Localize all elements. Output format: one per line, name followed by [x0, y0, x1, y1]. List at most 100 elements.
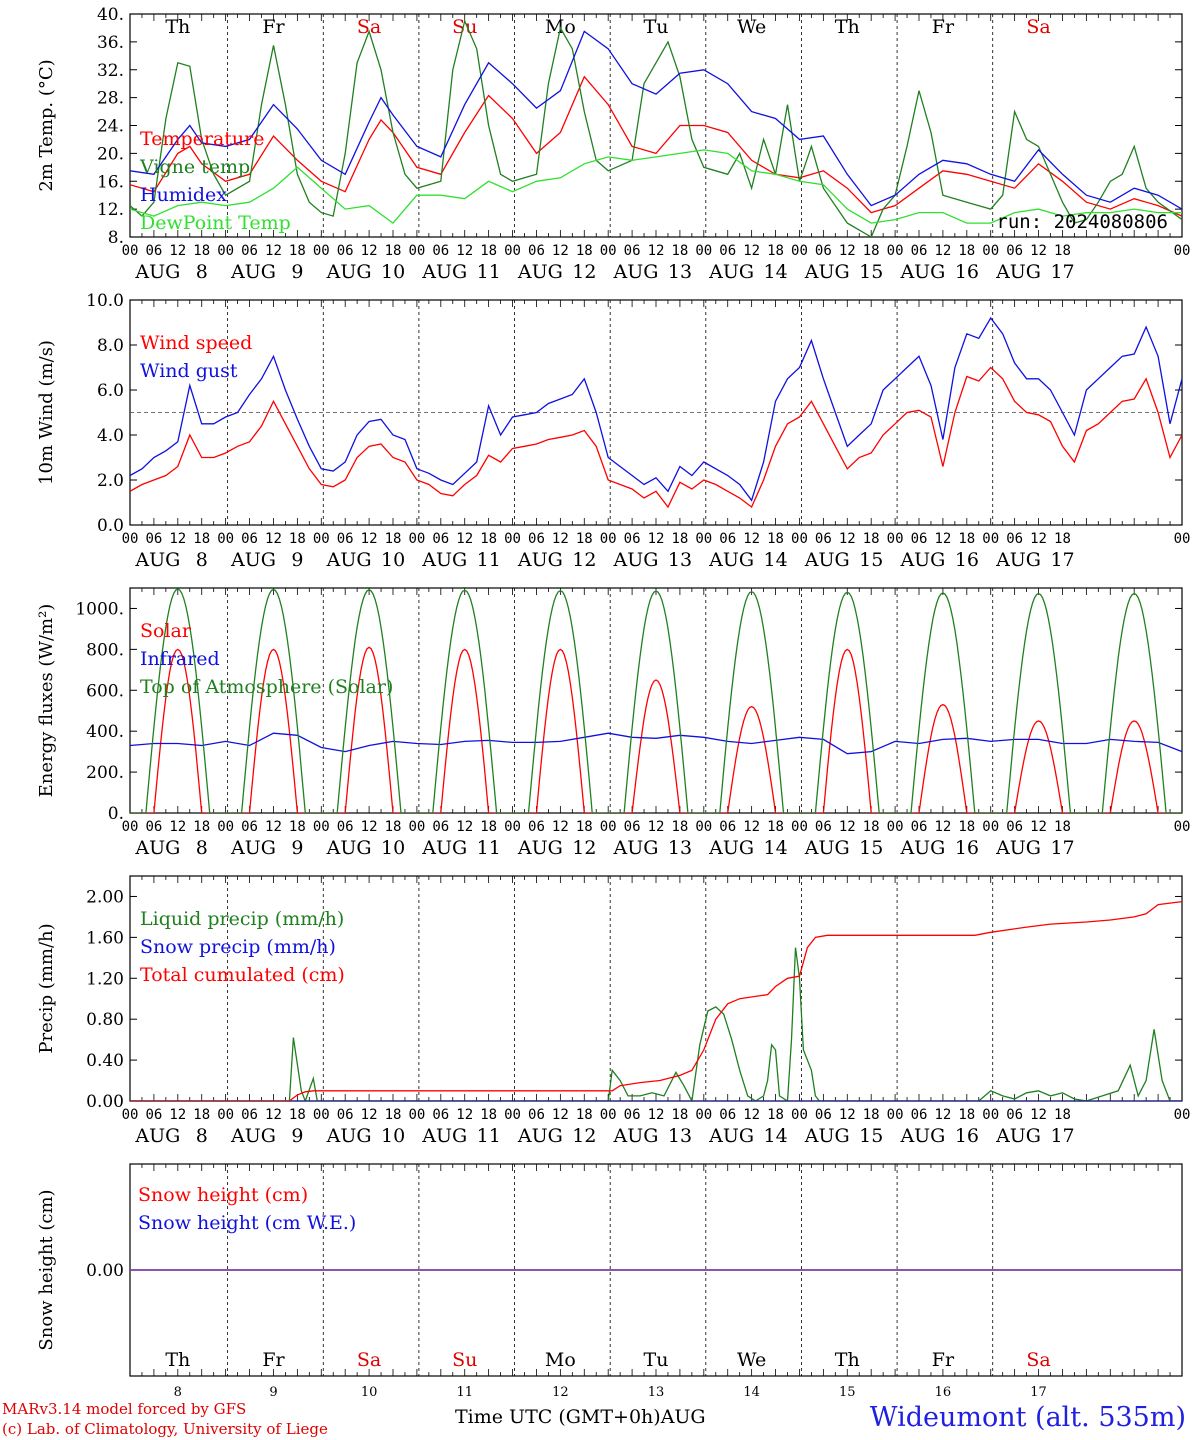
x-date-label: 10: [361, 1385, 378, 1400]
x-hour-label: 06: [432, 1107, 449, 1123]
x-hour-label: 18: [1054, 1107, 1071, 1123]
y-axis-label: Snow height (cm): [36, 1189, 57, 1350]
x-date-label: 14: [764, 1125, 788, 1147]
x-date-label: AUG: [421, 549, 467, 571]
x-date-label: 13: [668, 549, 692, 571]
x-hour-label: 06: [911, 531, 928, 547]
x-hour-label: 12: [743, 819, 760, 835]
legend-entry: Solar: [140, 620, 192, 642]
y-tick-label: 800.: [86, 640, 124, 660]
x-hour-label: 00: [1174, 1107, 1191, 1123]
x-date-label: 12: [572, 837, 596, 859]
x-hour-label: 18: [671, 1107, 688, 1123]
legend-entry: Snow height (cm): [138, 1184, 308, 1206]
series-line-total-cumulated-cm: [130, 900, 1182, 1101]
weekday-label: Fr: [932, 1349, 955, 1371]
x-hour-label: 00: [982, 819, 999, 835]
x-date-label: AUG: [421, 837, 467, 859]
y-tick-label: 12.: [97, 200, 124, 220]
x-date-label: 15: [839, 1385, 856, 1400]
x-date-label: AUG: [230, 261, 276, 283]
plot-area: [130, 316, 1182, 509]
x-date-label: 17: [1050, 837, 1074, 859]
x-date-label: 9: [291, 1125, 303, 1147]
x-date-label: 10: [381, 837, 405, 859]
x-date-label: AUG: [326, 837, 372, 859]
y-tick-label: 1.20: [86, 969, 124, 989]
y-tick-label: 0.0: [97, 516, 124, 536]
x-date-label: AUG: [995, 549, 1041, 571]
y-tick-label: 32.: [97, 61, 124, 81]
x-hour-label: 18: [385, 1107, 402, 1123]
y-tick-label: 28.: [97, 89, 124, 109]
x-hour-label: 18: [480, 819, 497, 835]
x-date-label: 10: [381, 549, 405, 571]
x-hour-label: 00: [408, 531, 425, 547]
plot-frame: [129, 13, 1183, 238]
x-date-label: 15: [859, 261, 883, 283]
weekday-label: Su: [452, 1349, 477, 1371]
series-line-wind-speed: [130, 366, 1182, 509]
x-hour-label: 12: [361, 531, 378, 547]
x-hour-label: 06: [337, 819, 354, 835]
x-date-label: AUG: [517, 1125, 563, 1147]
x-hour-label: 12: [456, 819, 473, 835]
weekday-label: Tu: [644, 16, 669, 38]
x-hour-label: 00: [1174, 531, 1191, 547]
x-date-label: 13: [668, 837, 692, 859]
x-hour-label: 00: [695, 819, 712, 835]
x-hour-label: 06: [145, 531, 162, 547]
x-hour-label: 00: [791, 531, 808, 547]
x-hour-label: 06: [815, 1107, 832, 1123]
x-hour-label: 12: [648, 819, 665, 835]
x-hour-label: 00: [695, 531, 712, 547]
x-hour-label: 00: [313, 819, 330, 835]
plot-area: [130, 588, 1182, 813]
x-date-label: AUG: [708, 1125, 754, 1147]
x-hour-label: 18: [289, 819, 306, 835]
x-hour-label: 12: [456, 531, 473, 547]
x-date-label: AUG: [517, 549, 563, 571]
x-hour-label: 18: [958, 531, 975, 547]
y-tick-label: 1000.: [75, 599, 124, 619]
x-date-label: 14: [764, 837, 788, 859]
x-date-label: 10: [381, 1125, 405, 1147]
x-hour-label: 18: [767, 819, 784, 835]
x-hour-label: 18: [193, 819, 210, 835]
x-date-label: AUG: [708, 549, 754, 571]
x-hour-label: 18: [671, 531, 688, 547]
x-hour-label: 00: [982, 1107, 999, 1123]
x-date-label: 16: [955, 837, 979, 859]
y-tick-label: 1.60: [86, 928, 124, 948]
x-hour-label: 00: [887, 531, 904, 547]
x-date-label: 14: [764, 261, 788, 283]
x-hour-label: 12: [361, 819, 378, 835]
x-date-label: 13: [668, 1125, 692, 1147]
x-date-label: AUG: [995, 1125, 1041, 1147]
x-hour-label: 06: [815, 819, 832, 835]
x-date-label: AUG: [421, 1125, 467, 1147]
x-hour-label: 06: [528, 243, 545, 259]
weekday-label: Th: [165, 16, 190, 38]
y-tick-label: 10.0: [86, 291, 124, 311]
weekday-label: Th: [165, 1349, 190, 1371]
x-hour-label: 18: [671, 819, 688, 835]
x-hour-label: 06: [241, 243, 258, 259]
x-hour-label: 12: [169, 243, 186, 259]
weekday-label: Fr: [262, 16, 285, 38]
x-date-label: 11: [456, 1385, 473, 1400]
x-hour-label: 18: [480, 243, 497, 259]
series-line-vigne-temp: [130, 18, 1182, 237]
x-hour-label: 12: [265, 819, 282, 835]
x-date-label: 12: [572, 261, 596, 283]
x-hour-label: 06: [719, 243, 736, 259]
x-date-label: 16: [935, 1385, 952, 1400]
x-hour-label: 00: [504, 243, 521, 259]
x-hour-label: 18: [480, 1107, 497, 1123]
x-hour-label: 18: [576, 1107, 593, 1123]
x-hour-label: 00: [313, 243, 330, 259]
x-axis-label-month: AUG: [660, 1406, 706, 1428]
x-hour-label: 18: [767, 531, 784, 547]
y-tick-label: 0.00: [86, 1092, 124, 1112]
